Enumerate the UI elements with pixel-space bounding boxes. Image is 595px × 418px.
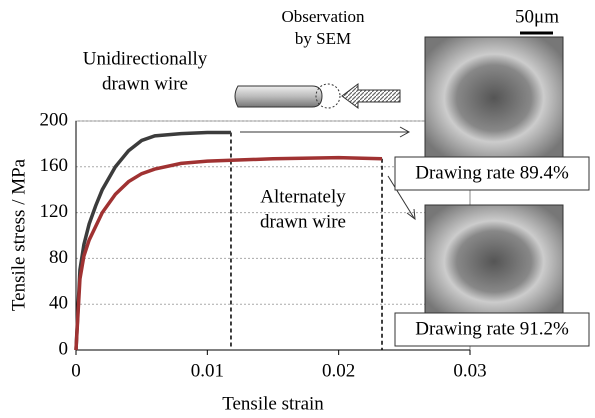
sem-image: [424, 36, 564, 160]
observation-arrow: [341, 83, 401, 109]
scale-bar-label: 50μm: [515, 6, 559, 27]
x-tick-label: 0.02: [322, 360, 355, 381]
series-line: [74, 130, 231, 351]
annotation: Observation: [281, 7, 365, 26]
image-label: Drawing rate 91.2%: [415, 318, 569, 339]
annotation: drawn wire: [102, 73, 188, 94]
y-tick-label: 80: [49, 247, 68, 268]
y-tick-label: 40: [49, 293, 68, 314]
label-box: [394, 156, 590, 191]
y-tick-label: 120: [40, 201, 69, 222]
x-tick-label: 0.01: [191, 360, 224, 381]
image-label: Drawing rate 89.4%: [415, 162, 569, 183]
observation-circle: [315, 83, 341, 109]
arrow: [387, 175, 415, 219]
x-tick-label: 0.03: [453, 360, 486, 381]
arrow-head: [406, 208, 416, 221]
annotation: Alternately: [260, 186, 346, 207]
annotation: by SEM: [295, 29, 351, 48]
series-line: [74, 155, 383, 351]
wire: [234, 85, 323, 108]
sem-image: [424, 204, 564, 319]
annotation: drawn wire: [260, 211, 346, 232]
y-tick-label: 0: [59, 338, 69, 359]
arrow-head: [399, 126, 411, 138]
x-axis-title: Tensile strain: [222, 393, 324, 414]
label-box: [394, 312, 590, 347]
y-axis-title: Tensile stress / MPa: [8, 158, 29, 311]
y-tick-label: 200: [40, 109, 69, 130]
x-tick-label: 0: [71, 360, 81, 381]
y-tick-label: 160: [40, 155, 69, 176]
annotation: Unidirectionally: [83, 48, 208, 69]
